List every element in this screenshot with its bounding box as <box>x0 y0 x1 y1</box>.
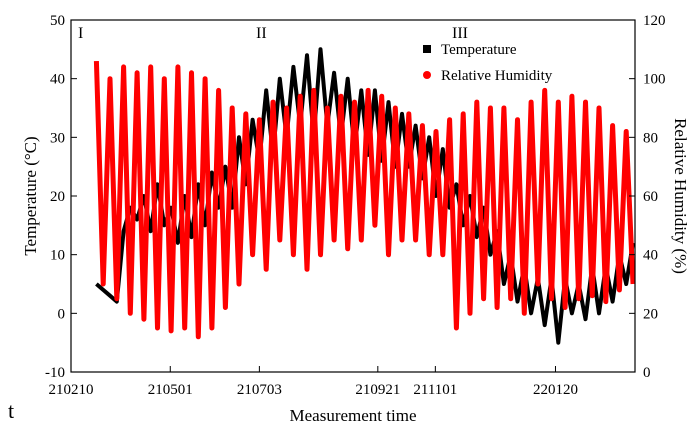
left-tick-label: 10 <box>50 248 65 264</box>
x-tick-label: 210921 <box>355 382 400 398</box>
series-line-humidity <box>93 61 635 340</box>
legend: Temperature Relative Humidity <box>423 42 553 84</box>
x-tick-label: 210501 <box>148 382 193 398</box>
legend-label-humidity: Relative Humidity <box>441 68 553 84</box>
region-label-2: II <box>256 25 267 42</box>
region-label-3: III <box>452 25 468 42</box>
series-layer <box>93 47 635 345</box>
right-tick-label: 80 <box>643 130 658 146</box>
x-tick-label: 210210 <box>49 382 94 398</box>
left-tick-label: 40 <box>50 72 65 88</box>
x-tick-label: 220120 <box>533 382 578 398</box>
legend-marker-temperature <box>423 45 431 53</box>
right-tick-label: 60 <box>643 189 658 205</box>
right-tick-label: 120 <box>643 13 666 29</box>
left-tick-label: -10 <box>45 365 65 381</box>
legend-label-temperature: Temperature <box>441 42 517 58</box>
right-axis: 0 20 40 60 80 100 120 <box>629 13 666 381</box>
x-tick-label: 211101 <box>413 382 457 398</box>
left-tick-label: 30 <box>50 130 65 146</box>
right-tick-label: 100 <box>643 72 666 88</box>
left-axis: -10 0 10 20 30 40 50 <box>45 13 77 381</box>
legend-marker-humidity <box>423 71 431 79</box>
x-tick-label: 210703 <box>237 382 282 398</box>
right-tick-label: 20 <box>643 306 658 322</box>
region-label-1: I <box>78 25 83 42</box>
y-axis-title-left: Temperature (°C) <box>21 136 40 255</box>
left-tick-label: 20 <box>50 189 65 205</box>
x-axis: 210210 210501 210703 210921 211101 220120 <box>49 366 578 398</box>
right-tick-label: 0 <box>643 365 651 381</box>
footer-letter: t <box>8 398 15 423</box>
right-tick-label: 40 <box>643 248 658 264</box>
left-tick-label: 0 <box>58 306 66 322</box>
left-tick-label: 50 <box>50 13 65 29</box>
x-axis-title: Measurement time <box>290 406 417 425</box>
y-axis-title-right: Relative Humidity (%) <box>671 118 688 274</box>
